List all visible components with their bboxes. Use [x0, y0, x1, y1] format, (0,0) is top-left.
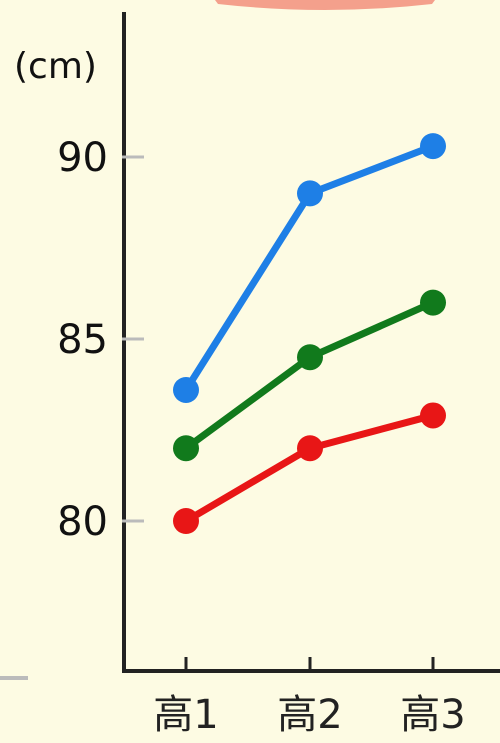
data-point-s3-2 [297, 435, 323, 462]
y-unit-label: (cm) [14, 46, 97, 87]
data-point-s1-2 [297, 180, 323, 207]
y-ticks: 80 85 90 [57, 135, 144, 545]
data-point-s1-3 [420, 133, 446, 160]
y-tick-label-80: 80 [57, 499, 108, 545]
data-point-s3-3 [420, 402, 446, 429]
x-tick-label-1: 高1 [153, 692, 218, 738]
left-axis-stub [0, 676, 28, 680]
y-tick-label-85: 85 [57, 317, 108, 363]
y-tick-label-90: 90 [57, 135, 108, 181]
x-ticks: 高1 高2 高3 [153, 657, 466, 738]
x-tick-label-3: 高3 [400, 692, 465, 738]
data-point-s1-1 [173, 376, 199, 403]
top-tab-decoration [215, 0, 435, 10]
series-line-3 [184, 412, 434, 525]
x-tick-label-2: 高2 [277, 692, 342, 738]
data-point-s2-2 [297, 344, 323, 371]
data-point-s2-1 [173, 435, 199, 462]
data-point-s3-1 [173, 508, 199, 534]
series-points [173, 133, 446, 534]
data-point-s2-3 [420, 289, 446, 316]
